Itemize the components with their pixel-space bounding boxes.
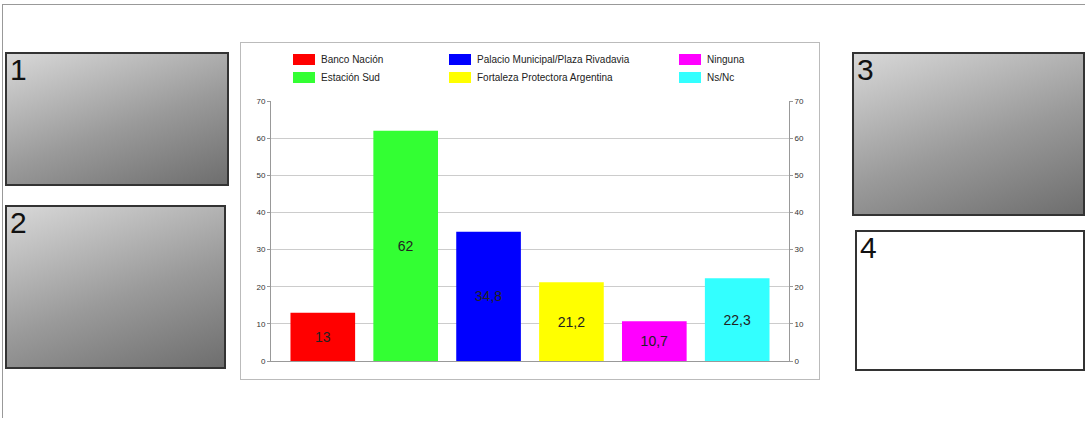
html-text:4: 4 [860,231,877,264]
svg-text:34,8: 34,8 [475,288,502,304]
svg-text:40: 40 [795,208,804,217]
svg-text:20: 20 [256,283,265,292]
svg-text:0: 0 [261,357,266,366]
svg-text:50: 50 [795,171,804,180]
html-text:2: 2 [10,206,27,239]
html-text:1: 1 [10,53,27,86]
html-text:Ninguna: Ninguna [707,54,745,65]
svg-text:30: 30 [256,245,265,254]
svg-text:40: 40 [256,208,265,217]
svg-text:60: 60 [256,134,265,143]
html-text:3: 3 [857,53,874,86]
svg-text:62: 62 [398,238,414,254]
svg-text:22,3: 22,3 [723,312,750,328]
svg-text:70: 70 [256,97,265,106]
svg-text:10: 10 [256,320,265,329]
svg-text:20: 20 [795,283,804,292]
html-text:Ns/Nc: Ns/Nc [707,72,735,83]
svg-text:10: 10 [795,320,804,329]
svg-text:50: 50 [256,171,265,180]
html-text:Palacio Municipal/Plaza Rivada: Palacio Municipal/Plaza Rivadavia [477,54,630,65]
svg-text:10,7: 10,7 [641,333,668,349]
svg-text:70: 70 [795,97,804,106]
svg-text:0: 0 [795,357,800,366]
svg-text:30: 30 [795,245,804,254]
html-text:Banco Nación: Banco Nación [321,54,384,65]
html-text:Estación Sud: Estación Sud [321,72,380,83]
svg-text:13: 13 [315,329,331,345]
svg-text:21,2: 21,2 [558,314,585,330]
html-text:Fortaleza Protectora Argentina: Fortaleza Protectora Argentina [477,72,613,83]
svg-text:60: 60 [795,134,804,143]
